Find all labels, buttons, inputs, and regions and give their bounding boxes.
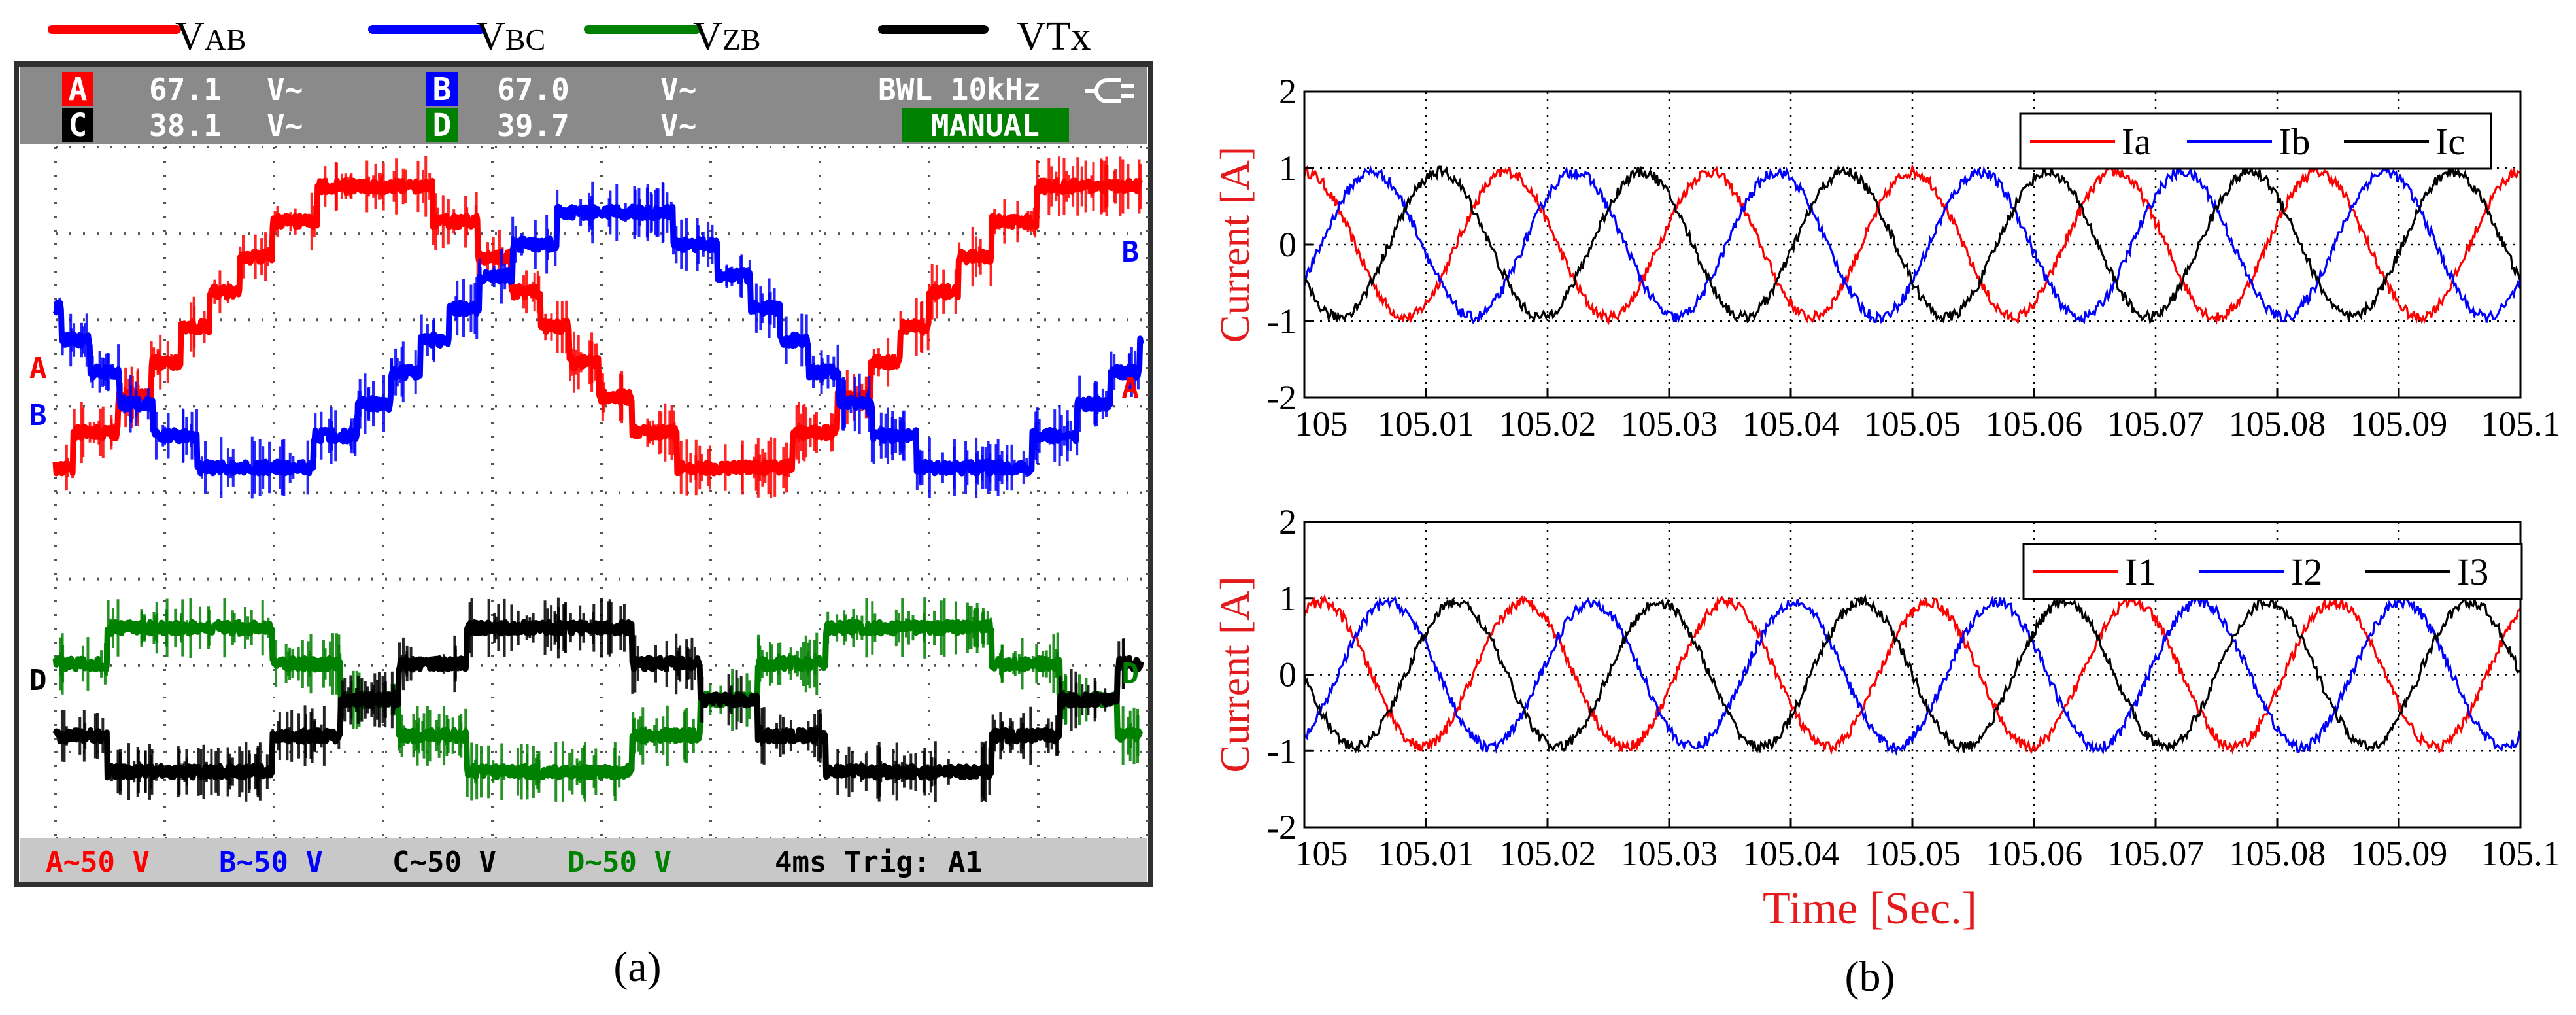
timebase-trigger: 4ms Trig: A1 [775,846,983,879]
series-line-i3 [1303,593,2521,755]
plug-icon [1085,78,1134,103]
oscilloscope-screen: A 67.1 V~ B 67.0 V~ BWL 10kHz C 38.1 V~ … [14,61,1153,887]
marker-d-left: D [29,664,47,697]
legend-entry-ic: Ic [2435,120,2465,163]
ch-a-unit: V~ [267,72,303,107]
ch-b-value: 67.0 [497,72,569,107]
scale-b: B~50 V [219,846,323,879]
wave-vtx [52,597,1144,802]
chart-top: 105 105.01 105.02 105.03 105.04 105.05 105.06 1… [1212,72,2560,443]
legend-entry-i3: I3 [2457,551,2488,593]
ch-c-value: 38.1 [149,108,222,143]
legend-vab-label: VAB [175,14,246,59]
x-tick-label: 105.07 [2107,404,2205,443]
legend-vbc-label: VBC [476,14,545,59]
y-tick-label: 2 [1279,502,1296,542]
chart-bottom: 105 105.01 105.02 105.03 105.04 105.05 105.06 1… [1212,502,2560,873]
x-tick-label: 105.04 [1742,404,1840,443]
wave-vbc [52,181,1144,499]
caption-b: (b) [1845,953,1895,1001]
x-tick-label: 105.06 [1986,834,2083,873]
x-tick-label: 105.05 [1864,834,1961,873]
marker-a-left: A [29,352,47,385]
y-tick-label: -2 [1267,808,1296,847]
x-axis-label: Time [Sec.] [1763,884,1977,934]
legend: Ia Ib Ic [2019,112,2492,170]
x-tick-label: 105.1 [2481,834,2560,873]
ch-c-unit: V~ [267,108,303,143]
legend-entry-ib: Ib [2279,120,2310,163]
legend: I1 I2 I3 [2022,543,2523,600]
x-tick-label: 105.03 [1621,404,1718,443]
x-tick-label: 105.07 [2107,834,2205,873]
x-tick-label: 105 [1295,834,1348,873]
y-tick-label: 1 [1279,579,1296,618]
ch-d-unit: V~ [660,108,696,143]
y-tick-label: 0 [1279,655,1296,695]
scale-a: A~50 V [46,846,150,879]
x-tick-label: 105.02 [1499,404,1597,443]
ch-c-badge [62,108,93,142]
y-axis-label: Current [A] [1212,576,1258,772]
ch-d-badge [426,108,458,142]
y-axis-label: Current [A] [1212,146,1258,343]
ch-a-value: 67.1 [149,72,222,107]
y-tick-label: -1 [1267,301,1296,341]
x-tick-label: 105.02 [1499,834,1597,873]
series-line-ic [1303,165,2522,324]
marker-a-right: A [1122,371,1140,405]
x-tick-label: 105.01 [1378,834,1475,873]
x-tick-label: 105.08 [2229,404,2326,443]
series-line-i2 [1304,594,2522,756]
wave-vzb-trace [52,619,1144,781]
caption-a: (a) [613,943,661,991]
ch-b-unit: V~ [660,72,696,107]
bandwidth-limit: BWL 10kHz [878,72,1041,107]
series-line-i1 [1303,594,2522,755]
x-tick-label: 105.06 [1986,404,2083,443]
x-tick-label: 105.05 [1864,404,1961,443]
mode-badge-text: MANUAL [931,108,1040,143]
marker-b-right: B [1122,235,1140,269]
x-tick-label: 105 [1295,404,1348,443]
y-tick-label: 1 [1279,148,1296,188]
legend-entry-i2: I2 [2291,551,2322,593]
mode-badge [902,108,1069,142]
x-tick-label: 105.08 [2229,834,2326,873]
scope-bottom-bar [20,838,1147,882]
y-tick-label: -2 [1267,378,1296,417]
marker-d-right: D [1122,657,1140,691]
ch-d-value: 39.7 [497,108,569,143]
ch-b-badge-text: B [433,71,452,108]
ch-a-badge [62,72,93,106]
wave-vbc-trace [52,203,1144,477]
marker-b-left: B [29,399,47,432]
x-tick-label: 105.09 [2350,404,2448,443]
y-tick-label: -1 [1267,731,1296,770]
ch-b-badge [426,72,458,106]
ch-a-badge-text: A [69,71,88,108]
x-tick-label: 105.04 [1742,834,1840,873]
y-tick-label: 2 [1279,72,1296,111]
x-tick-label: 105.09 [2350,834,2448,873]
x-tick-label: 105.1 [2481,404,2560,443]
ch-d-badge-text: D [433,107,452,144]
panel-a-legend: VAB VBC VZB VTx [48,14,1091,59]
scale-d: D~50 V [568,846,671,879]
y-tick-label: 0 [1279,225,1296,264]
series-line-ia [1303,163,2521,326]
legend-entry-i1: I1 [2125,551,2156,593]
x-tick-label: 105.01 [1378,404,1475,443]
x-tick-label: 105.03 [1621,834,1718,873]
ch-c-badge-text: C [69,107,88,144]
legend-entry-ia: Ia [2122,120,2151,163]
legend-vtx-label: VTx [1017,14,1091,59]
scope-waveforms [52,156,1144,802]
scale-c: C~50 V [392,846,496,879]
legend-vzb-label: VZB [693,14,761,59]
